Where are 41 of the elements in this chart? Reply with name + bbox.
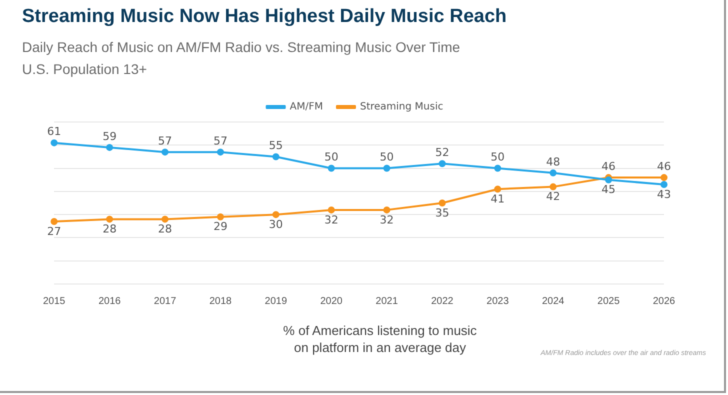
data-label: 61 (47, 125, 62, 138)
x-tick-label: 2024 (542, 296, 565, 307)
data-label: 27 (47, 224, 62, 238)
data-label: 50 (380, 150, 394, 164)
data-label: 28 (158, 222, 172, 236)
x-tick-label: 2023 (486, 296, 510, 307)
x-tick-label: 2018 (209, 296, 232, 307)
chart-subtitle: Daily Reach of Music on AM/FM Radio vs. Streaming Music Over Time U.S. Population 13+ (22, 38, 460, 79)
data-label: 50 (490, 150, 505, 164)
data-label: 45 (602, 183, 616, 196)
data-label: 57 (158, 134, 172, 148)
data-label: 28 (102, 222, 117, 236)
data-label: 43 (657, 188, 671, 201)
data-label: 50 (324, 150, 338, 164)
data-label: 32 (324, 213, 338, 226)
x-tick-label: 2026 (652, 296, 676, 307)
x-axis-title: % of Americans listening to music on platform in an average day (283, 323, 477, 355)
data-label: 35 (435, 206, 450, 220)
legend-label: Streaming Music (360, 102, 444, 113)
data-label: 29 (213, 220, 228, 234)
legend-label: AM/FM (290, 102, 323, 113)
x-tick-label: 2016 (98, 296, 122, 307)
x-tick-label: 2015 (43, 296, 66, 307)
data-label: 57 (213, 134, 228, 148)
data-label: 30 (268, 218, 283, 231)
x-tick-label: 2017 (154, 296, 177, 307)
data-label: 46 (602, 160, 616, 173)
x-tick-label: 2021 (376, 296, 398, 307)
data-label: 46 (657, 160, 671, 173)
x-tick-label: 2025 (597, 296, 620, 307)
data-label: 41 (490, 192, 505, 206)
data-label: 48 (546, 155, 560, 168)
data-label: 59 (102, 130, 117, 143)
data-label: 55 (268, 139, 283, 152)
data-label: 32 (380, 213, 394, 226)
data-label: 42 (546, 190, 560, 204)
chart-title: Streaming Music Now Has Highest Daily Music Reach (22, 6, 507, 28)
x-tick-label: 2022 (431, 296, 454, 307)
x-tick-label: 2019 (264, 296, 288, 307)
data-label: 52 (435, 146, 450, 160)
x-tick-label: 2020 (320, 296, 343, 307)
